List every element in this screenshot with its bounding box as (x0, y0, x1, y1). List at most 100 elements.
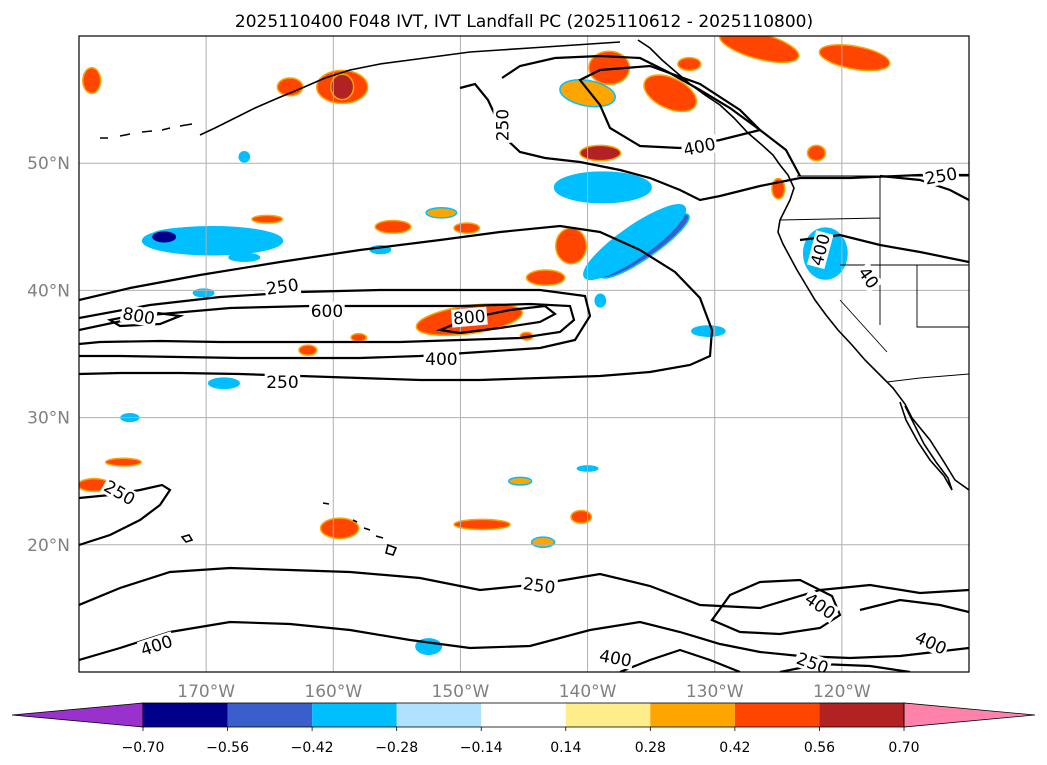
contour-label-halo (520, 574, 559, 597)
lat-tick-label: 20°N (27, 536, 70, 556)
pc-patch (525, 269, 566, 287)
contour-label-halo (136, 631, 177, 660)
contour-label-group: 250 (493, 107, 513, 143)
pc-patch (530, 536, 556, 549)
colorbar-tick-label: 0.70 (888, 740, 919, 756)
pc-patch (298, 344, 318, 357)
colorbar-segment (396, 703, 482, 727)
contour-label-group: 600 (309, 301, 345, 322)
contour-label-halo (99, 475, 140, 510)
map-frame (78, 35, 970, 673)
pc-patch (579, 144, 622, 162)
colorbar: −0.70 −0.56 −0.42 −0.28 −0.14 0.14 0.28 0.42 0.5… (11, 702, 1036, 756)
pc-patch (818, 44, 891, 72)
pc-patch (82, 67, 102, 94)
ivt-contour (619, 648, 741, 672)
lat-tick-label: 50°N (27, 154, 70, 174)
pc-patch (238, 151, 251, 163)
contour-label-halo (309, 301, 345, 320)
north-america-coastline (637, 39, 969, 491)
latitude-tick-labels: 50°N 40°N 30°N 20°N (27, 154, 70, 556)
lat-tick-label: 40°N (27, 281, 70, 301)
contour-label-halo (596, 646, 635, 670)
colorbar-segment (143, 703, 228, 727)
colorbar-segment (312, 703, 397, 727)
colorbar-extend-high (903, 702, 1036, 728)
contour-label-halo (854, 262, 884, 294)
contour-label: 250 (493, 109, 513, 141)
longitude-tick-labels: 170°W 160°W 150°W 140°W 130°W 120°W (177, 682, 871, 702)
contour-label-halo (806, 230, 834, 270)
colorbar-frame (142, 702, 905, 728)
state-borders (779, 176, 969, 353)
colorbar-segment (734, 703, 820, 727)
contour-label-group: 250 (263, 275, 302, 300)
pc-patch (553, 171, 652, 204)
contour-label-group: 400 (423, 350, 460, 370)
lat-tick-label: 30°N (27, 409, 70, 429)
lon-tick-label: 160°W (304, 682, 362, 702)
contour-label-group: 250 (264, 372, 301, 393)
contour-label: 800 (452, 307, 486, 330)
contour-label-group: 800 (450, 306, 488, 330)
colorbar-tick-label: −0.14 (460, 740, 503, 756)
island-outline (180, 534, 194, 543)
pc-patch (643, 74, 698, 113)
alaska-coastline (199, 41, 621, 136)
contour-label: 250 (265, 275, 300, 299)
contour-label-group: 400 (136, 631, 177, 661)
contour-label: 600 (311, 302, 343, 322)
contour-label-halo (423, 350, 460, 369)
contour-label-halo (921, 163, 961, 188)
lon-tick-label: 120°W (813, 682, 871, 702)
pc-patch (583, 204, 687, 280)
colorbar-segment (819, 703, 904, 727)
pc-patch (555, 227, 588, 265)
colorbar-tick-label: −0.56 (206, 740, 249, 756)
us-mexico-border (886, 373, 969, 383)
contour-label-halo (792, 648, 833, 672)
ivt-contour (710, 578, 842, 636)
colorbar-tick-label: 0.14 (550, 740, 581, 756)
colorbar-tick-label: −0.42 (291, 740, 334, 756)
pc-patch (150, 229, 178, 245)
aleutian-islands (100, 123, 193, 139)
pc-patch (319, 517, 360, 540)
pc-patch (350, 332, 368, 343)
pc-patch (453, 222, 481, 234)
contour-label-halo (800, 588, 840, 624)
pc-patch (425, 206, 458, 219)
pc-patch (374, 219, 412, 234)
map-background (79, 36, 969, 672)
lon-tick-label: 170°W (177, 682, 235, 702)
colorbar-tick-label: −0.70 (122, 740, 165, 756)
pc-patch (228, 252, 261, 262)
colorbar-segment (565, 703, 651, 727)
ivt-contour (79, 224, 714, 382)
lon-tick-label: 140°W (559, 682, 617, 702)
colorbar-extend-low (11, 702, 144, 728)
colorbar-segment (227, 703, 313, 727)
pc-patch (719, 36, 800, 64)
colorbar-segment (650, 703, 735, 727)
colorbar-tick-label: 0.42 (719, 740, 750, 756)
colorbar-tick-label: 0.28 (635, 740, 666, 756)
ivt-contour (859, 598, 969, 614)
contour-label: 250 (266, 373, 298, 393)
baja-peninsula-coastline (899, 401, 953, 491)
contour-label-group: 400 (596, 646, 635, 672)
pc-patch (594, 293, 607, 308)
contour-label-halo (910, 627, 951, 659)
pc-patch (251, 214, 284, 224)
hawaii-islands (322, 502, 398, 556)
contour-label-halo (263, 275, 302, 298)
contour-label-halo (119, 303, 158, 328)
colorbar-tick-label: −0.28 (375, 740, 418, 756)
pc-patch (207, 377, 240, 390)
lon-tick-label: 150°W (432, 682, 490, 702)
pc-patch (453, 518, 511, 531)
pc-patch (104, 457, 143, 467)
